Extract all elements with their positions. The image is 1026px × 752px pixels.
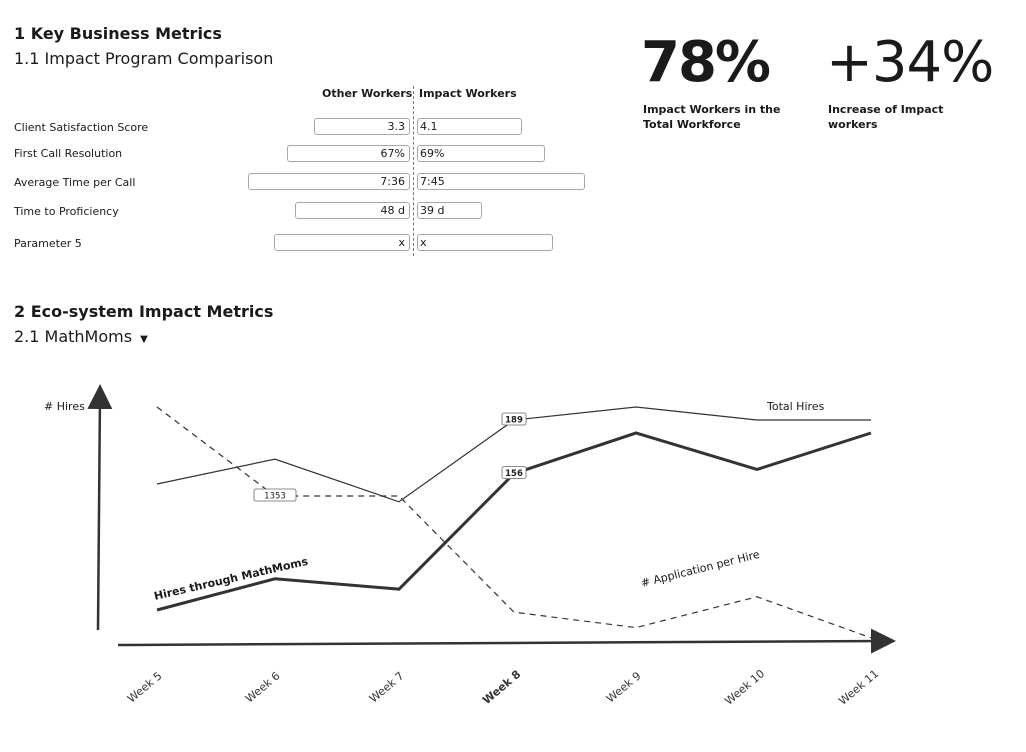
series-name-applications-per-hire: # Application per Hire [640, 548, 762, 590]
other-workers-bar: 67% [287, 145, 410, 162]
y-axis [87, 384, 113, 631]
impact-workers-bar: 69% [417, 145, 545, 162]
section1-title: 1 Key Business Metrics [14, 24, 222, 43]
data-label: 1353 [253, 488, 297, 502]
row-label: Parameter 5 [14, 237, 82, 250]
chevron-down-icon: ▼ [140, 334, 148, 345]
col-header-other-workers: Other Workers [322, 87, 413, 100]
data-label-text: 156 [505, 469, 523, 479]
x-tick-label: Week 11 [836, 667, 881, 708]
impact-workers-bar: 7:45 [417, 173, 585, 190]
kpi-caption-line: Impact Workers in the [643, 103, 781, 116]
partner-dropdown[interactable]: 2.1 MathMoms ▼ [14, 327, 148, 346]
impact-workers-bar: x [417, 234, 553, 251]
impact-workers-bar: 4.1 [417, 118, 522, 135]
row-label: Average Time per Call [14, 176, 136, 189]
comparison-divider [413, 86, 414, 256]
col-header-impact-workers: Impact Workers [419, 87, 517, 100]
kpi-impact-share-caption: Impact Workers in the Total Workforce [643, 102, 780, 132]
other-workers-bar: x [274, 234, 410, 251]
x-tick-label: Week 9 [604, 669, 643, 705]
series-name-total-hires: Total Hires [766, 400, 825, 413]
partner-dropdown-value: 2.1 MathMoms [14, 327, 133, 346]
impact-workers-bar: 39 d [417, 202, 482, 219]
other-workers-bar: 7:36 [248, 173, 410, 190]
x-axis [117, 628, 896, 654]
x-tick-label: Week 6 [243, 669, 282, 705]
row-label: Client Satisfaction Score [14, 121, 149, 134]
y-axis-label: # Hires [44, 400, 85, 413]
x-tick-label: Week 10 [722, 667, 767, 708]
kpi-caption-line: Total Workforce [643, 118, 741, 131]
series-line-application-per-hire [156, 406, 872, 639]
x-tick-label: Week 7 [367, 669, 406, 705]
section1-subtitle: 1.1 Impact Program Comparison [14, 49, 274, 68]
data-label: 156 [501, 466, 527, 479]
x-tick-label: Week 8 [480, 668, 523, 707]
data-label-text: 189 [505, 416, 523, 426]
other-workers-bar: 3.3 [314, 118, 410, 135]
kpi-impact-share-value: 78% [641, 30, 771, 95]
section2-title: 2 Eco-system Impact Metrics [14, 302, 274, 321]
kpi-increase-value: +34% [826, 30, 994, 95]
x-tick-label: Week 5 [125, 669, 164, 705]
kpi-caption-line: Increase of Impact [828, 103, 944, 116]
row-label: Time to Proficiency [14, 205, 119, 218]
data-label: 189 [501, 412, 527, 426]
data-label-text: 1353 [264, 492, 286, 502]
row-label: First Call Resolution [14, 147, 123, 160]
series-line-hires-through-mathmoms [156, 431, 872, 612]
kpi-caption-line: workers [828, 118, 878, 131]
other-workers-bar: 48 d [295, 202, 410, 219]
kpi-increase-caption: Increase of Impact workers [828, 102, 943, 132]
